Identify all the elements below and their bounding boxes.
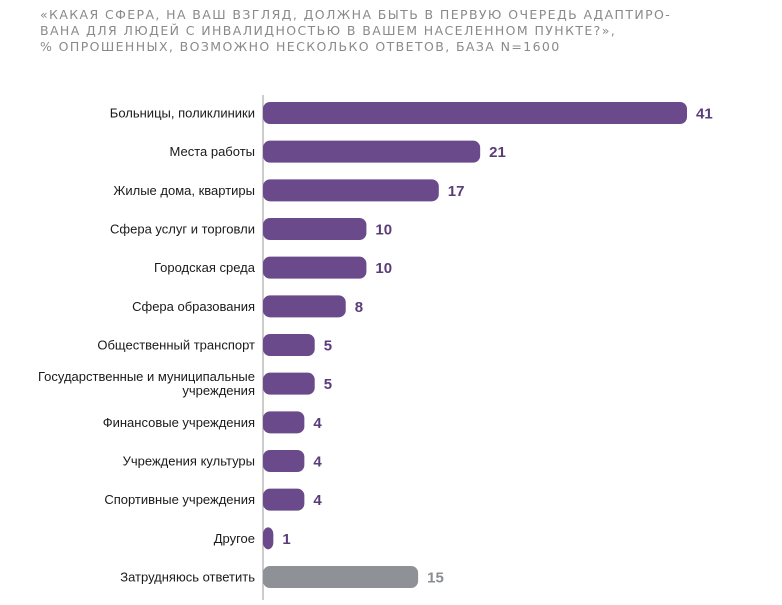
bar-value-label: 4 xyxy=(313,415,322,432)
bar-value-label: 21 xyxy=(489,144,506,161)
bar xyxy=(263,256,367,279)
bar xyxy=(263,295,346,318)
category-label: Финансовые учреждения xyxy=(103,415,255,430)
bar xyxy=(263,450,305,472)
category-label: Городская среда xyxy=(154,260,256,275)
category-label: Затрудняюсь ответить xyxy=(120,570,255,585)
bar-value-label: 8 xyxy=(355,299,363,316)
bar-value-label: 5 xyxy=(324,376,332,393)
category-label: Спортивные учреждения xyxy=(104,492,255,507)
bar xyxy=(263,179,439,202)
bar-value-label: 1 xyxy=(282,531,290,548)
chart-title: «КАКАЯ СФЕРА, НА ВАШ ВЗГЛЯД, ДОЛЖНА БЫТЬ… xyxy=(40,7,760,55)
bar-value-label: 4 xyxy=(313,454,322,471)
chart-title-line: % ОПРОШЕННЫХ, ВОЗМОЖНО НЕСКОЛЬКО ОТВЕТОВ… xyxy=(40,39,561,54)
chart-title-line: «КАКАЯ СФЕРА, НА ВАШ ВЗГЛЯД, ДОЛЖНА БЫТЬ… xyxy=(40,7,672,22)
bar-value-label: 4 xyxy=(313,492,322,509)
bar xyxy=(263,218,367,240)
bar-value-label: 5 xyxy=(324,338,332,355)
bar-value-label: 10 xyxy=(375,222,392,239)
category-label: Другое xyxy=(214,531,255,546)
bar xyxy=(263,140,481,163)
category-label: Места работы xyxy=(169,144,255,159)
bar xyxy=(263,334,315,356)
category-label: Больницы, поликлиники xyxy=(110,106,255,121)
category-label: Жилые дома, квартиры xyxy=(113,183,255,198)
category-label: Государственные и муниципальные учреждени… xyxy=(38,369,255,398)
bar xyxy=(263,411,305,434)
category-label: Общественный транспорт xyxy=(97,338,255,353)
bar-value-label: 17 xyxy=(448,183,465,200)
category-label: Учреждения культуры xyxy=(123,454,255,469)
category-label: Сфера услуг и торговли xyxy=(110,222,255,237)
chart-title-line: ВАНА ДЛЯ ЛЮДЕЙ С ИНВАЛИДНОСТЬЮ В ВАШЕМ Н… xyxy=(40,23,617,38)
bar xyxy=(263,372,315,395)
category-label: Сфера образования xyxy=(132,299,255,314)
bar xyxy=(263,527,274,550)
bar xyxy=(263,566,419,588)
bar-value-label: 41 xyxy=(696,106,713,123)
bar-value-label: 10 xyxy=(375,260,392,277)
bar-value-label: 15 xyxy=(427,570,444,587)
bar xyxy=(263,488,305,511)
bar xyxy=(263,102,687,124)
